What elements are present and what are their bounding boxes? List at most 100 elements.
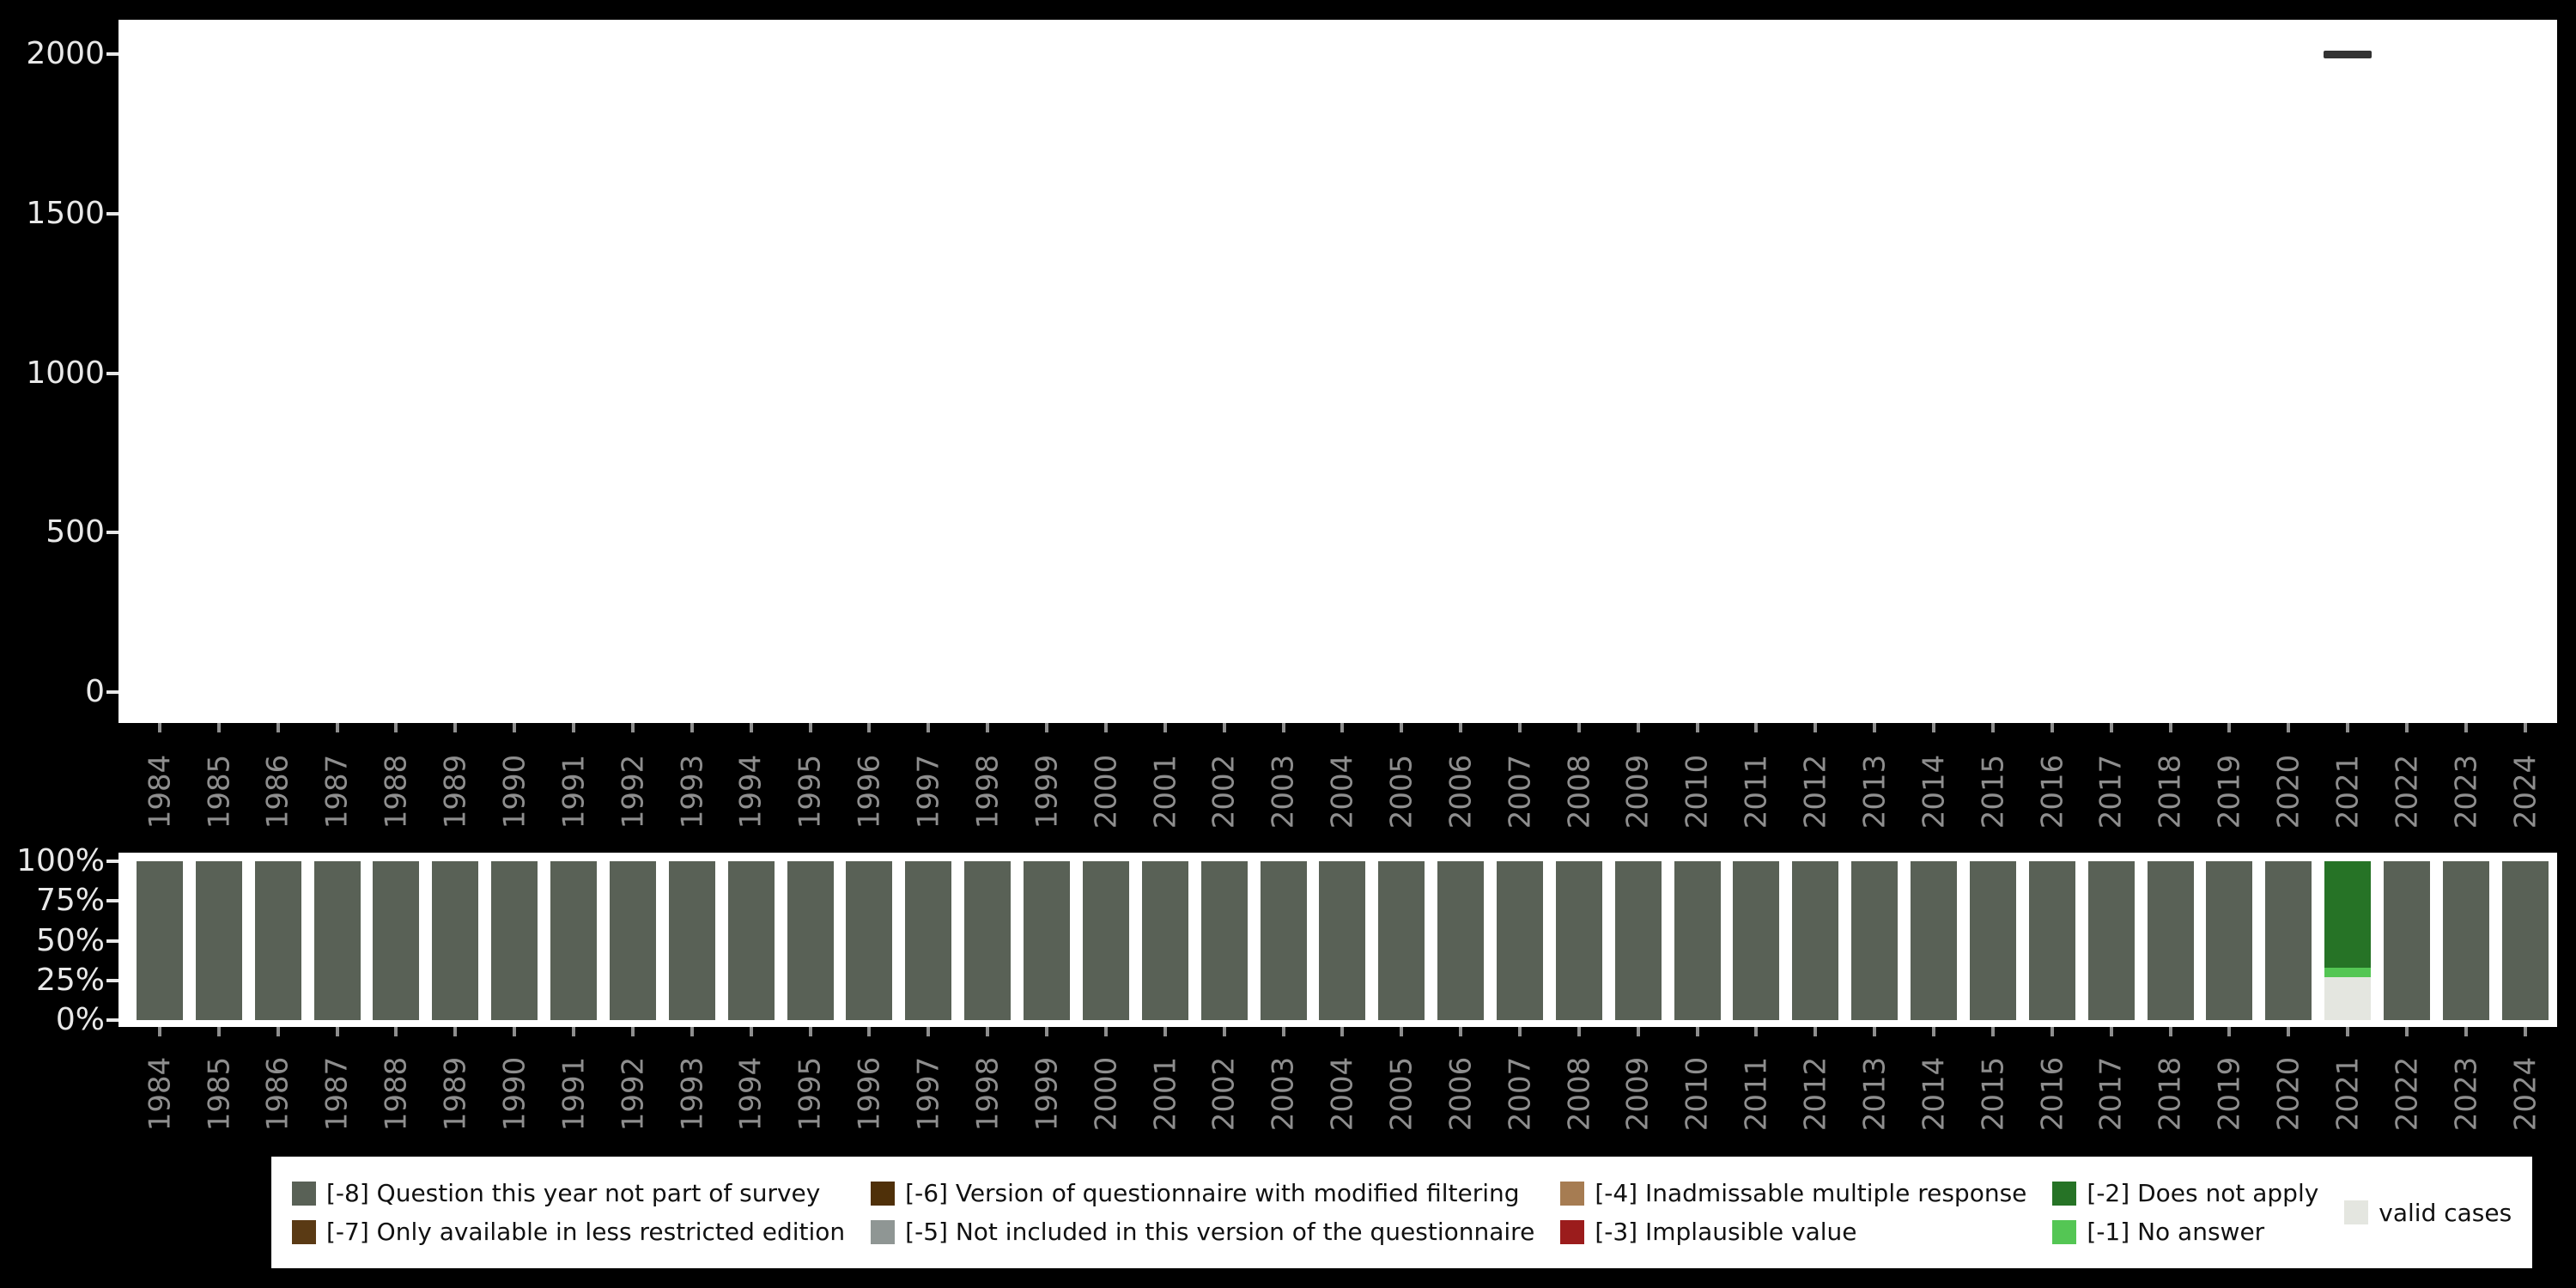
x-axis-tick [1281, 723, 1285, 732]
x-axis-tick [1577, 1027, 1581, 1036]
legend-item: [-1] No answer [2052, 1218, 2318, 1246]
x-axis-tick [513, 723, 517, 732]
bar-segment [373, 861, 420, 1020]
x-axis-tick [2287, 1027, 2291, 1036]
y-axis-percent-tick-label: 75% [35, 883, 105, 919]
x-axis-tick [2168, 723, 2172, 732]
bar-segment [491, 861, 538, 1020]
legend-column: [-4] Inadmissable multiple response [-3] … [1560, 1179, 2026, 1246]
x-axis-tick [1932, 723, 1936, 732]
y-axis-tick [106, 52, 118, 56]
bar-segment [2501, 861, 2549, 1020]
x-axis-tick [216, 723, 221, 732]
x-axis-tick [2227, 1027, 2232, 1036]
y-axis-percent-tick [106, 939, 118, 943]
x-axis-tick [394, 723, 398, 732]
x-axis-tick [1103, 723, 1108, 732]
bar-segment [1614, 861, 1662, 1020]
legend-column: valid cases [2344, 1199, 2512, 1227]
x-axis-tick [2168, 1027, 2172, 1036]
y-axis-tick-label: 1500 [26, 195, 105, 231]
legend-label: [-6] Version of questionnaire with modif… [905, 1179, 1520, 1207]
x-axis-tick [1045, 723, 1049, 732]
legend-label: [-5] Not included in this version of the… [905, 1218, 1535, 1246]
x-axis-tick [867, 1027, 872, 1036]
y-axis-tick-label: 0 [85, 674, 105, 709]
bar-segment [2324, 967, 2372, 978]
x-axis-tick [630, 723, 635, 732]
y-axis-percent-tick-label: 25% [35, 962, 105, 998]
legend-item: [-2] Does not apply [2052, 1179, 2318, 1207]
bar-segment [2206, 861, 2253, 1020]
x-axis-tick [1636, 1027, 1640, 1036]
x-axis-tick [808, 723, 812, 732]
legend-item: [-4] Inadmissable multiple response [1560, 1179, 2026, 1207]
legend-swatch--2 [2052, 1181, 2077, 1206]
x-axis-tick [2227, 723, 2232, 732]
bar-segment [964, 861, 1012, 1020]
x-axis-tick [2346, 1027, 2350, 1036]
bar-segment [1792, 861, 1839, 1020]
legend-swatch--3 [1560, 1219, 1585, 1244]
x-axis-tick [158, 723, 161, 732]
y-axis-tick-label: 500 [46, 514, 105, 550]
data-point-dash [2324, 51, 2372, 58]
x-axis-tick [1340, 723, 1345, 732]
x-axis-tick [2109, 1027, 2113, 1036]
legend-swatch--5 [871, 1219, 896, 1244]
bar-segment [1733, 861, 1780, 1020]
x-axis-tick-label: 2024 [2469, 732, 2576, 852]
legend-label: [-8] Question this year not part of surv… [326, 1179, 821, 1207]
legend-label: valid cases [2379, 1198, 2512, 1227]
bar-segment [1024, 861, 1071, 1020]
x-axis-tick [1340, 1027, 1345, 1036]
bar-segment [787, 861, 834, 1020]
bar-segment [1555, 861, 1602, 1020]
x-axis-tick [1400, 723, 1404, 732]
bar-segment [1082, 861, 1129, 1020]
bar-segment [313, 861, 361, 1020]
x-axis-tick [1990, 723, 1995, 732]
y-axis-percent-tick [106, 978, 118, 982]
y-axis-tick [106, 690, 118, 694]
x-axis-year-text: 2024 [2507, 754, 2543, 829]
bar-segment [1141, 861, 1188, 1020]
x-axis-tick [2346, 723, 2350, 732]
x-axis-tick [749, 1027, 753, 1036]
x-axis-tick [394, 1027, 398, 1036]
x-axis-tick [572, 723, 576, 732]
x-axis-tick [1459, 1027, 1463, 1036]
x-axis-tick [867, 723, 872, 732]
x-axis-tick [513, 1027, 517, 1036]
x-axis-tick [1754, 1027, 1759, 1036]
legend-swatch--4 [1560, 1181, 1585, 1206]
x-axis-tick [1163, 723, 1167, 732]
bar-segment [727, 861, 775, 1020]
x-axis-tick [1873, 1027, 1877, 1036]
bar-segment [2324, 977, 2372, 1020]
bar-segment [609, 861, 656, 1020]
x-axis-tick [1222, 1027, 1226, 1036]
x-axis-tick [927, 723, 931, 732]
bar-segment [1437, 861, 1485, 1020]
bar-segment [1260, 861, 1307, 1020]
bar-segment [254, 861, 301, 1020]
x-axis-tick [1695, 1027, 1699, 1036]
x-axis-tick [2050, 723, 2054, 732]
y-axis-tick [106, 371, 118, 375]
legend-column: [-8] Question this year not part of surv… [292, 1179, 845, 1246]
x-axis-tick [1695, 723, 1699, 732]
x-axis-tick [335, 1027, 339, 1036]
legend-item: valid cases [2344, 1199, 2512, 1227]
x-axis-tick [690, 1027, 694, 1036]
legend-item: [-8] Question this year not part of surv… [292, 1179, 845, 1207]
bar-segment [2442, 861, 2489, 1020]
x-axis-tick-label: 2024 [2469, 1034, 2576, 1154]
bar-segment [1497, 861, 1543, 1020]
bar-segment [137, 861, 183, 1020]
legend-swatch-valid [2344, 1200, 2369, 1224]
bar-segment [432, 861, 479, 1020]
y-axis-percent-tick [106, 860, 118, 863]
bar-segment [668, 861, 715, 1020]
